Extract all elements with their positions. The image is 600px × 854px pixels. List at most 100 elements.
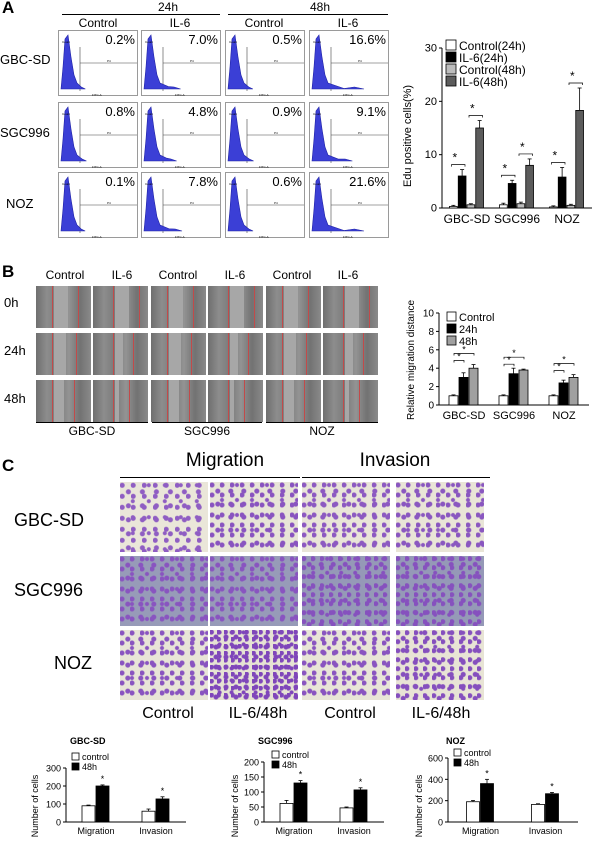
y-tick-label: 400 [428, 775, 443, 785]
panel-label-a: A [2, 0, 15, 17]
wound-edge-line [306, 333, 307, 375]
legend-swatch [446, 311, 457, 322]
y-tick-label: 0 [56, 818, 61, 828]
group-bracket [266, 422, 378, 423]
histogram-y-label: Count [62, 40, 70, 44]
scratch-image [151, 286, 206, 328]
significance-bracket [553, 363, 575, 366]
scratch-group-label: SGC996 [183, 424, 231, 438]
stained-cells-image [302, 556, 390, 626]
gate-label: P4 [358, 59, 362, 63]
histogram-y-label: Count [229, 182, 237, 186]
y-tick-label: 600 [428, 754, 443, 764]
y-tick-label: 50 [249, 803, 259, 813]
scratch-image [323, 380, 378, 422]
significance-bracket [453, 353, 475, 356]
bar [95, 785, 110, 823]
y-tick-label: 100 [46, 800, 61, 810]
bar [141, 810, 156, 823]
y-tick-label: 10 [423, 309, 435, 320]
legend-swatch [271, 760, 280, 769]
stained-cells-image [396, 630, 484, 700]
y-tick-label: 200 [428, 796, 443, 806]
histogram-peak [143, 176, 183, 232]
scratch-image [323, 286, 378, 328]
bar [449, 205, 458, 209]
histogram-y-label: Count [229, 40, 237, 44]
bar [458, 377, 469, 406]
flow-histogram: P4 FITC-A Count 21.6% [309, 172, 389, 239]
histogram-y-label: Count [313, 112, 321, 116]
scratch-image [208, 333, 263, 375]
stain-row-label: SGC996 [14, 580, 84, 600]
flow-col-header: IL-6 [169, 16, 191, 30]
wound-edge-line [113, 333, 114, 375]
percent-value: 0.6% [272, 174, 302, 189]
wound-edge-line [343, 380, 344, 422]
wound-gap [345, 333, 353, 375]
stain-col-label: Control [324, 705, 376, 722]
scratch-image [323, 333, 378, 375]
legend-swatch [71, 762, 80, 771]
flow-row-label: NOZ [6, 196, 34, 211]
stained-cells-image [120, 482, 208, 552]
significance-star: * [470, 102, 475, 116]
stained-cells-image [120, 630, 208, 700]
histogram-axis-label: FITC-A [175, 165, 185, 169]
flow-histogram: P4 FITC-A Count 0.9% [225, 102, 305, 169]
significance-bracket [551, 162, 566, 165]
stained-cells-image [302, 482, 390, 552]
y-tick-label: 8 [428, 327, 434, 338]
scratch-image [151, 380, 206, 422]
wound-edge-line [343, 286, 344, 328]
group-bracket [36, 422, 148, 423]
x-category-label: NOZ [554, 212, 579, 226]
bar [548, 395, 559, 406]
scratch-col-header: Control [272, 268, 312, 282]
legend-label: control [82, 752, 109, 762]
x-category-label: Invasion [529, 826, 563, 836]
bar [468, 367, 479, 406]
percent-value: 0.5% [272, 32, 302, 47]
stain-row-label: NOZ [54, 653, 92, 673]
legend-label: 48h [464, 758, 479, 768]
legend-swatch [446, 335, 457, 346]
wound-edge-line [248, 333, 249, 375]
legend-label: Control [459, 312, 494, 324]
scratch-image [36, 333, 91, 375]
legend-swatch [453, 758, 462, 767]
wound-gap [169, 286, 183, 328]
significance-bracket [503, 363, 515, 367]
histogram-axis-label: FITC-A [175, 235, 185, 239]
legend-swatch [453, 748, 462, 757]
significance-star: * [570, 69, 575, 83]
x-category-label: NOZ [552, 410, 576, 422]
percent-value: 0.9% [272, 104, 302, 119]
legend-swatch [71, 752, 80, 761]
significance-star: * [503, 161, 508, 175]
wound-edge-line [359, 380, 360, 422]
histogram-peak [311, 34, 365, 90]
y-tick-label: 200 [244, 758, 259, 768]
bar [448, 395, 459, 406]
significance-bracket [518, 153, 533, 156]
wound-edge-line [113, 286, 114, 328]
wound-gap [115, 333, 123, 375]
legend-swatch [445, 63, 457, 75]
legend-label: control [464, 748, 491, 758]
bar [545, 793, 559, 823]
scratch-image [266, 380, 321, 422]
bar [155, 798, 170, 823]
wound-edge-line [244, 380, 245, 422]
histogram-axis-label: FITC-A [259, 165, 269, 169]
wound-gap [284, 380, 294, 422]
significance-bracket [468, 115, 483, 118]
wound-edge-line [76, 333, 77, 375]
scratch-col-header: IL-6 [224, 268, 246, 282]
scratch-row-label: 48h [4, 391, 26, 406]
legend-label: 48h [282, 760, 297, 770]
wound-edge-line [193, 286, 194, 328]
x-category-label: Migration [77, 826, 114, 836]
flow-row-label: GBC-SD [0, 52, 51, 67]
x-category-label: Migration [462, 826, 499, 836]
